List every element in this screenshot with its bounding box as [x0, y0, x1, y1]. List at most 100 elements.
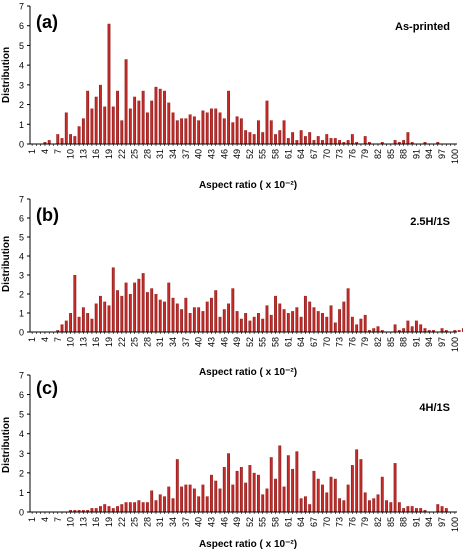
x-tick-label: 16 — [91, 337, 101, 347]
bar — [368, 330, 371, 332]
bar — [321, 484, 324, 512]
bar — [457, 330, 461, 332]
bar — [180, 486, 184, 512]
y-tick-label: 5 — [19, 410, 24, 420]
y-tick-label: 7 — [19, 195, 24, 205]
bar — [321, 313, 324, 332]
bar — [252, 472, 256, 512]
x-tick-label: 40 — [194, 337, 204, 347]
bar — [197, 120, 201, 144]
bar — [368, 500, 371, 512]
bar — [158, 299, 162, 332]
y-tick-label: 6 — [19, 214, 24, 224]
bar — [423, 510, 427, 512]
x-tick-label: 37 — [181, 337, 191, 347]
corner-label: 2.5H/1S — [410, 216, 450, 228]
bar — [376, 326, 380, 332]
x-tick-label: 67 — [309, 517, 319, 527]
x-tick-label: 40 — [194, 149, 204, 159]
bar — [81, 510, 85, 512]
bar — [295, 307, 299, 332]
x-tick-label: 64 — [296, 337, 306, 347]
bar — [376, 494, 380, 512]
bar — [227, 303, 230, 332]
bar — [350, 465, 354, 512]
bar — [137, 100, 141, 144]
bar — [274, 478, 277, 512]
x-tick-label: 58 — [271, 337, 281, 347]
bar — [180, 309, 184, 332]
bar — [222, 309, 226, 332]
bar — [299, 498, 303, 512]
bar — [86, 90, 90, 144]
x-axis-label: Aspect ratio ( x 10⁻²) — [199, 539, 297, 550]
y-tick-label: 3 — [19, 271, 24, 281]
bar — [286, 138, 290, 144]
bar — [103, 106, 107, 144]
bar — [368, 142, 371, 144]
x-tick-label: 55 — [258, 517, 268, 527]
bar — [333, 322, 337, 332]
bar — [363, 314, 367, 332]
bar — [218, 316, 222, 332]
x-tick-label: 1 — [27, 337, 37, 342]
y-tick-label: 5 — [19, 41, 24, 51]
bar — [235, 116, 239, 144]
bar — [124, 282, 128, 332]
bar — [393, 324, 397, 332]
x-tick-label: 43 — [206, 149, 216, 159]
x-tick-label: 43 — [206, 517, 216, 527]
panel-label: (b) — [36, 205, 59, 225]
x-tick-label: 28 — [142, 337, 152, 347]
x-tick-label: 100 — [450, 517, 460, 532]
chart-panel-a: (a) As-printed Distribution Aspect ratio… — [1, 2, 460, 192]
bar — [214, 480, 218, 512]
bar — [99, 295, 102, 332]
bar — [363, 492, 367, 512]
x-tick-label: 58 — [271, 149, 281, 159]
bar — [94, 303, 98, 332]
bar — [107, 506, 111, 512]
bar — [410, 506, 414, 512]
bar — [64, 320, 68, 332]
bar — [205, 112, 209, 144]
bar — [414, 508, 418, 512]
x-tick-label: 61 — [283, 517, 293, 527]
x-tick-label: 10 — [66, 149, 76, 159]
x-tick-label: 37 — [181, 149, 191, 159]
y-tick-label: 6 — [19, 21, 24, 31]
bar — [432, 330, 435, 332]
bar — [346, 140, 350, 144]
bar — [406, 132, 410, 144]
bar — [73, 275, 77, 332]
corner-label: As-printed — [395, 21, 450, 33]
bar — [218, 112, 222, 144]
x-tick-label: 85 — [386, 149, 396, 159]
x-tick-label: 13 — [78, 337, 88, 347]
x-tick-label: 85 — [386, 337, 396, 347]
bar — [325, 134, 329, 144]
bar — [308, 132, 312, 144]
bar — [316, 311, 320, 332]
bar — [350, 134, 354, 144]
x-tick-label: 31 — [155, 149, 165, 159]
bar — [342, 500, 346, 512]
bar — [265, 305, 269, 332]
bar — [205, 496, 209, 512]
bar — [359, 318, 363, 332]
bar — [77, 510, 81, 512]
bar — [402, 508, 406, 512]
bar — [116, 506, 119, 512]
x-tick-label: 43 — [206, 337, 216, 347]
bar — [90, 508, 94, 512]
x-tick-label: 28 — [142, 517, 152, 527]
bar — [393, 463, 397, 512]
bar — [239, 118, 243, 144]
y-tick-label: 7 — [19, 371, 24, 381]
bar — [235, 311, 239, 332]
x-tick-label: 61 — [283, 337, 293, 347]
bar — [205, 301, 209, 332]
bar — [94, 96, 98, 144]
y-axis-label: Distribution — [1, 417, 12, 473]
x-tick-label: 52 — [245, 149, 255, 159]
